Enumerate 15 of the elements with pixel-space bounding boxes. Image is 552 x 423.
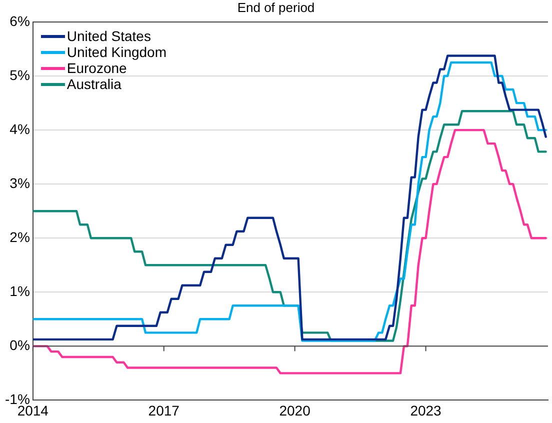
y-tick-label: 1% <box>10 283 30 299</box>
legend-label: Australia <box>66 76 122 92</box>
y-tick-label: 5% <box>10 66 30 83</box>
x-tick-label: 2017 <box>148 402 180 418</box>
y-tick-label: 6% <box>10 12 30 29</box>
y-tick-label: 2% <box>10 228 30 245</box>
y-tick-label: 3% <box>10 174 30 191</box>
legend-label: United Kingdom <box>66 44 167 60</box>
x-tick-label: 2020 <box>279 402 311 418</box>
legend-label: Eurozone <box>66 60 127 76</box>
y-tick-label: 4% <box>10 120 30 137</box>
x-tick-label: 2023 <box>410 402 442 418</box>
legend-label: United States <box>66 28 151 44</box>
y-tick-label: 0% <box>10 337 30 354</box>
chart-title: End of period <box>237 0 315 15</box>
